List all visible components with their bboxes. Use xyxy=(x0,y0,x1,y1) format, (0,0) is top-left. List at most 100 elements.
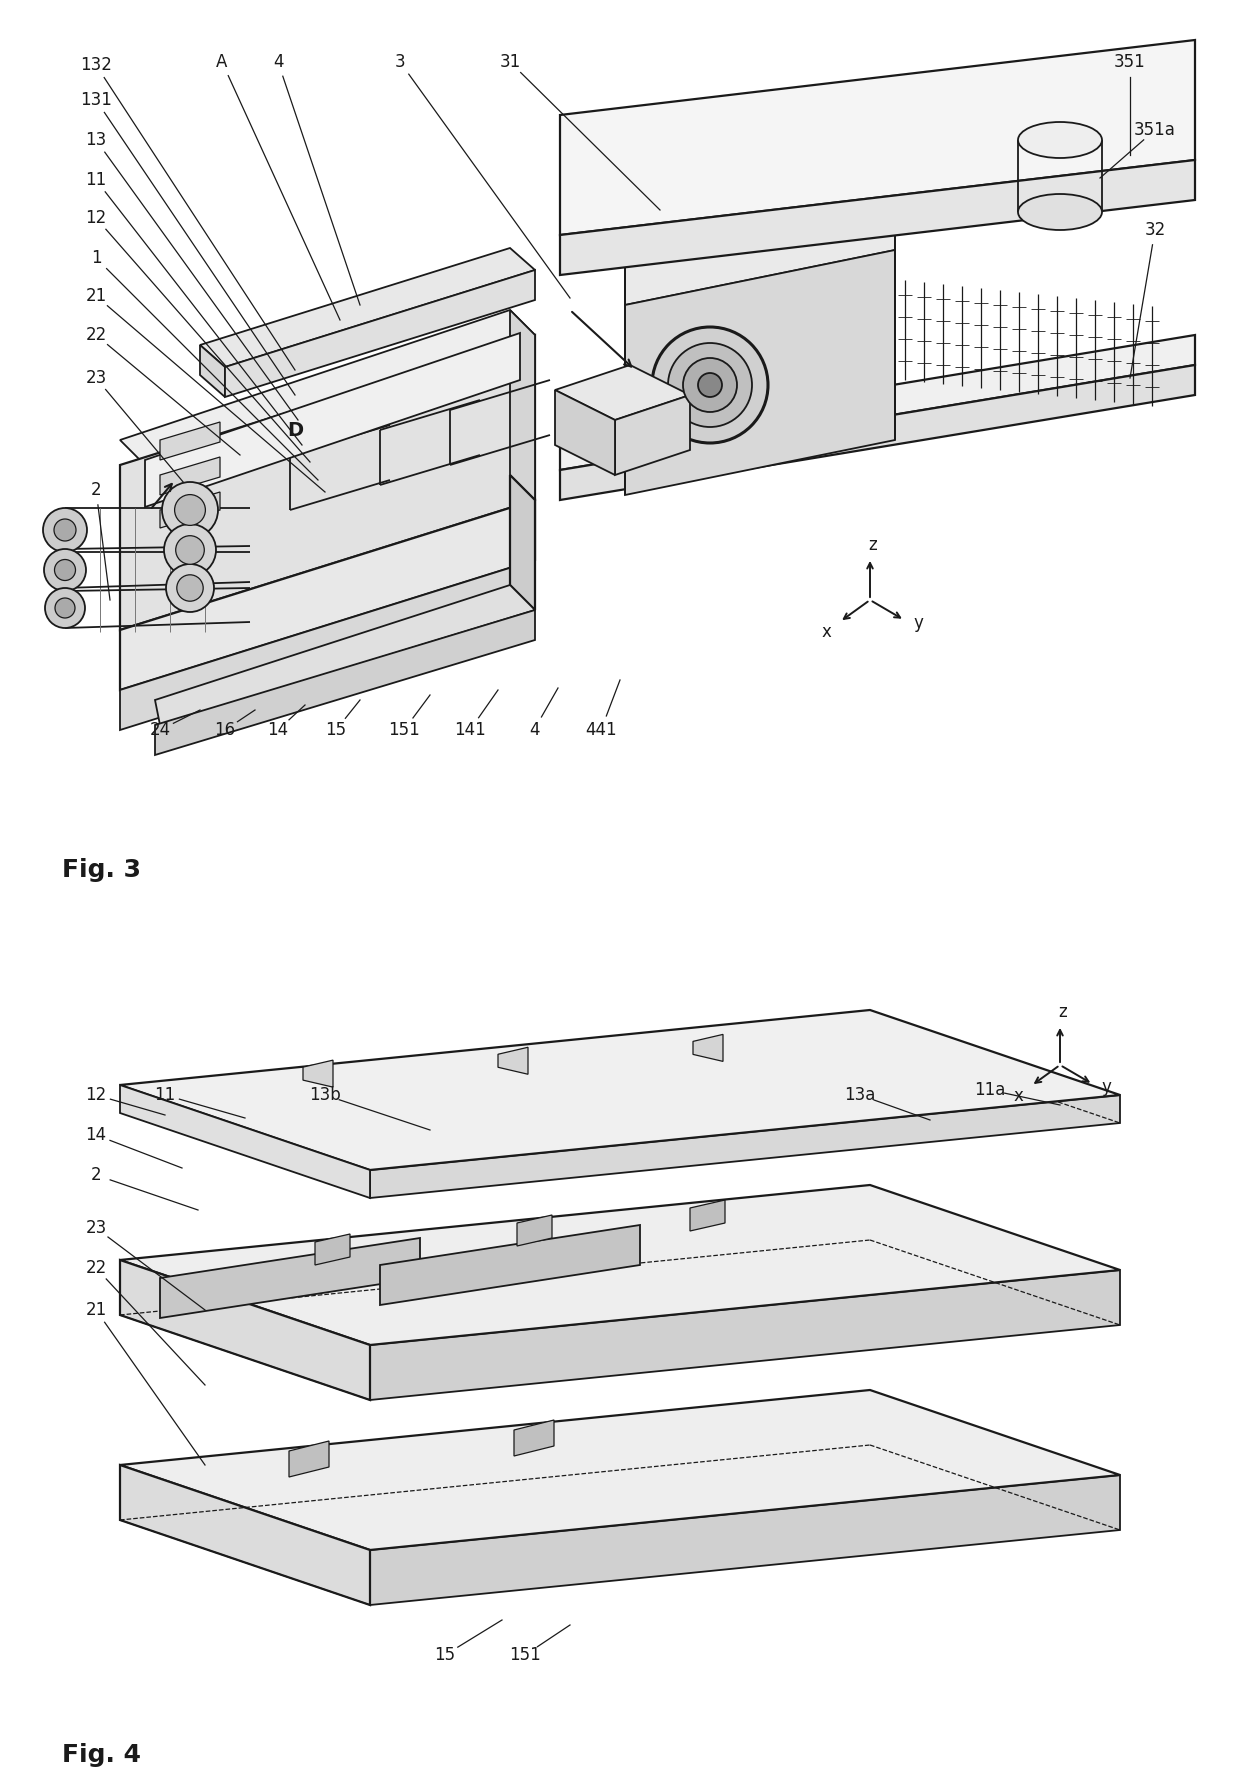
Polygon shape xyxy=(560,39,1195,235)
Polygon shape xyxy=(625,251,895,494)
Ellipse shape xyxy=(1018,122,1102,158)
Polygon shape xyxy=(689,1200,725,1230)
Text: 24: 24 xyxy=(150,722,171,740)
Polygon shape xyxy=(379,1225,640,1306)
Polygon shape xyxy=(556,365,689,421)
Polygon shape xyxy=(155,611,534,756)
Ellipse shape xyxy=(1018,193,1102,229)
Polygon shape xyxy=(120,1261,370,1401)
Text: 21: 21 xyxy=(86,287,107,304)
Text: 1: 1 xyxy=(91,249,102,267)
Ellipse shape xyxy=(43,509,87,552)
Polygon shape xyxy=(515,1420,554,1456)
Polygon shape xyxy=(120,310,534,466)
Polygon shape xyxy=(517,1214,552,1247)
Polygon shape xyxy=(200,346,224,398)
Text: 2: 2 xyxy=(91,482,102,500)
Text: 13b: 13b xyxy=(309,1085,341,1103)
Text: 21: 21 xyxy=(86,1300,107,1318)
Text: 14: 14 xyxy=(268,722,289,740)
Text: 141: 141 xyxy=(454,722,486,740)
Text: 13: 13 xyxy=(86,131,107,149)
Polygon shape xyxy=(120,1186,1120,1345)
Text: Fig. 3: Fig. 3 xyxy=(62,858,141,881)
Text: y: y xyxy=(1102,1078,1112,1096)
Ellipse shape xyxy=(45,587,86,629)
Text: 23: 23 xyxy=(86,369,107,387)
Text: 15: 15 xyxy=(434,1646,455,1664)
Text: 11: 11 xyxy=(86,170,107,190)
Ellipse shape xyxy=(43,550,86,591)
Text: 15: 15 xyxy=(325,722,346,740)
Polygon shape xyxy=(120,1390,1120,1549)
Polygon shape xyxy=(120,500,534,690)
Text: 441: 441 xyxy=(585,722,616,740)
Polygon shape xyxy=(160,423,219,460)
Polygon shape xyxy=(370,1270,1120,1401)
Text: 14: 14 xyxy=(86,1127,107,1144)
Polygon shape xyxy=(510,475,534,611)
Text: y: y xyxy=(914,614,924,632)
Text: 16: 16 xyxy=(215,722,236,740)
Polygon shape xyxy=(160,493,219,528)
Text: x: x xyxy=(1013,1087,1023,1105)
Polygon shape xyxy=(615,396,689,475)
Ellipse shape xyxy=(162,482,218,537)
Text: 151: 151 xyxy=(388,722,420,740)
Polygon shape xyxy=(510,310,534,500)
Text: Fig. 4: Fig. 4 xyxy=(62,1743,141,1768)
Text: 351a: 351a xyxy=(1135,122,1176,140)
Polygon shape xyxy=(556,390,615,475)
Text: 151: 151 xyxy=(510,1646,541,1664)
Text: 22: 22 xyxy=(86,326,107,344)
Polygon shape xyxy=(560,159,1195,276)
Text: 32: 32 xyxy=(1145,220,1166,238)
Text: 31: 31 xyxy=(500,54,521,72)
Polygon shape xyxy=(155,586,534,725)
Ellipse shape xyxy=(55,519,76,541)
Ellipse shape xyxy=(55,559,76,580)
Text: 12: 12 xyxy=(86,210,107,227)
Polygon shape xyxy=(370,1094,1120,1198)
Polygon shape xyxy=(224,270,534,398)
Polygon shape xyxy=(315,1234,350,1264)
Ellipse shape xyxy=(683,358,737,412)
Text: z: z xyxy=(1059,1003,1068,1021)
Polygon shape xyxy=(498,1048,528,1075)
Polygon shape xyxy=(625,195,895,304)
Polygon shape xyxy=(160,457,219,494)
Text: x: x xyxy=(822,623,832,641)
Text: 132: 132 xyxy=(81,56,112,73)
Text: 131: 131 xyxy=(81,91,112,109)
Polygon shape xyxy=(160,1238,420,1318)
Polygon shape xyxy=(200,247,534,367)
Text: D: D xyxy=(286,421,303,439)
Polygon shape xyxy=(120,561,534,731)
Polygon shape xyxy=(120,1465,370,1605)
Ellipse shape xyxy=(166,564,215,613)
Ellipse shape xyxy=(668,344,751,426)
Polygon shape xyxy=(289,1442,329,1478)
Text: 3: 3 xyxy=(394,54,405,72)
Polygon shape xyxy=(145,333,520,507)
Ellipse shape xyxy=(177,575,203,602)
Polygon shape xyxy=(120,335,534,630)
Text: 4: 4 xyxy=(528,722,539,740)
Polygon shape xyxy=(560,335,1195,469)
Text: 13a: 13a xyxy=(844,1085,875,1103)
Text: 11a: 11a xyxy=(975,1082,1006,1100)
Text: 351: 351 xyxy=(1114,54,1146,72)
Text: A: A xyxy=(216,54,228,72)
Ellipse shape xyxy=(175,494,206,525)
Ellipse shape xyxy=(55,598,74,618)
Text: 23: 23 xyxy=(86,1220,107,1238)
Text: 22: 22 xyxy=(86,1259,107,1277)
Text: 12: 12 xyxy=(86,1085,107,1103)
Ellipse shape xyxy=(176,536,205,564)
Ellipse shape xyxy=(652,328,768,442)
Text: 2: 2 xyxy=(91,1166,102,1184)
Ellipse shape xyxy=(164,525,216,577)
Text: 4: 4 xyxy=(273,54,283,72)
Polygon shape xyxy=(303,1060,334,1087)
Ellipse shape xyxy=(698,373,722,398)
